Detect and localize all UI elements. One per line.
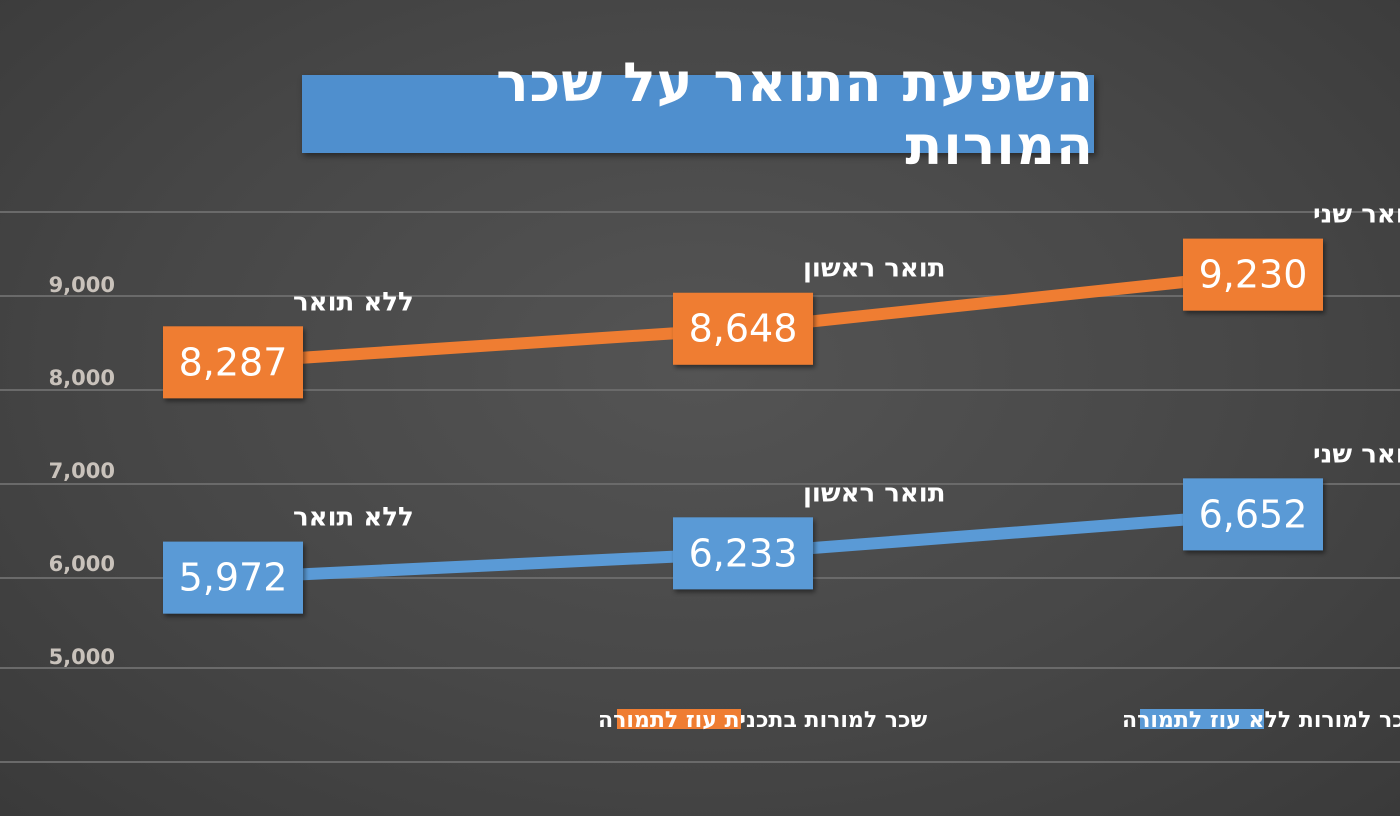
y-tick-label: 7,000	[49, 459, 115, 483]
legend-swatch	[1140, 709, 1264, 729]
legend-label: שכר למורות בתכנית עוז לתמורה	[598, 708, 928, 733]
legend-label: שכר למורות ללא עוז לתמורה	[1122, 708, 1400, 733]
category-label: תואר שני	[1313, 200, 1400, 230]
data-label: 8,287	[179, 340, 288, 384]
data-label-box	[673, 292, 813, 365]
y-tick-label: 9,000	[49, 273, 115, 297]
category-label: ללא תואר	[293, 287, 414, 317]
data-label: 9,230	[1199, 253, 1308, 297]
category-label: תואר ראשון	[803, 478, 945, 508]
category-label: תואר שני	[1313, 439, 1400, 469]
y-tick-label: 8,000	[49, 366, 115, 390]
y-tick-label: 6,000	[49, 552, 115, 576]
legend-swatch	[617, 709, 741, 729]
data-label: 6,652	[1199, 492, 1308, 536]
category-label: תואר ראשון	[803, 254, 945, 284]
data-label-box	[1183, 238, 1323, 311]
data-label-box	[673, 517, 813, 590]
data-label: 5,972	[179, 556, 288, 600]
data-label-box	[163, 541, 303, 614]
y-tick-label: 5,000	[49, 645, 115, 669]
data-label-box	[1183, 478, 1323, 551]
data-label-box	[163, 326, 303, 399]
category-label: ללא תואר	[293, 503, 414, 533]
data-label: 8,648	[689, 307, 798, 351]
data-label: 6,233	[689, 531, 798, 575]
